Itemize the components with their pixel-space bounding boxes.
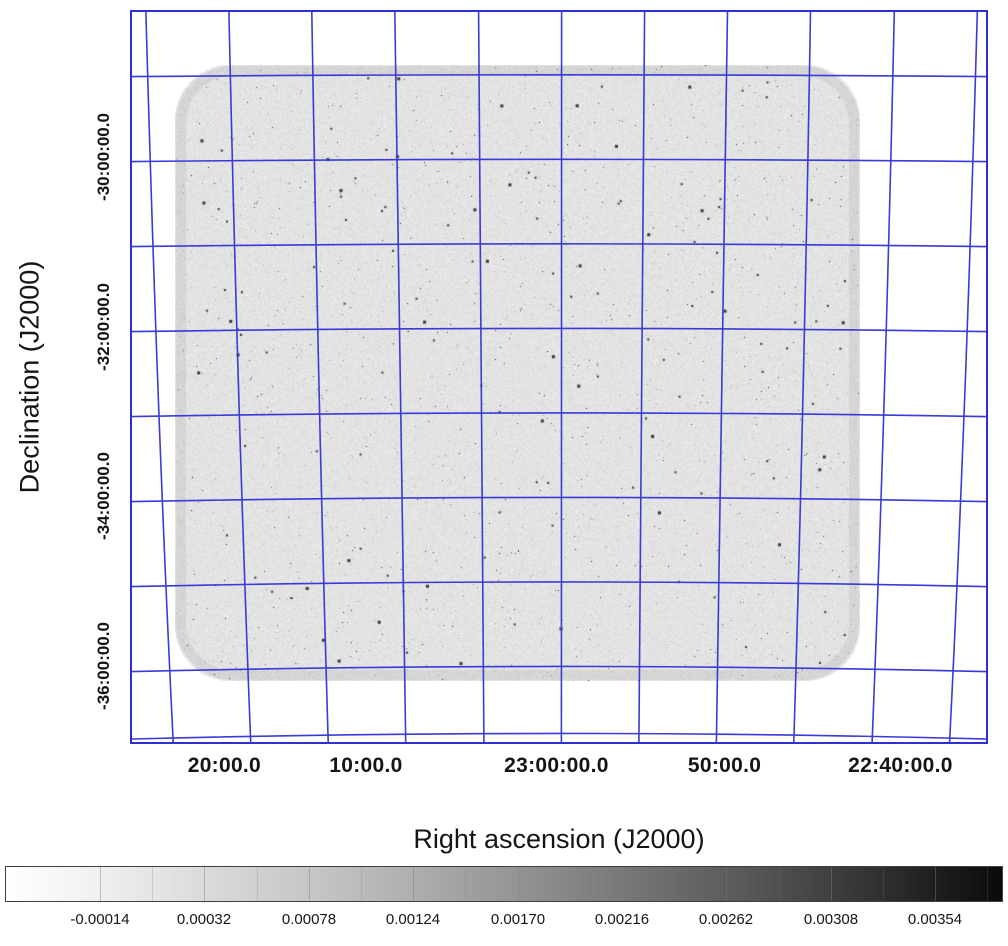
x-axis-tick-label: 23:00:00.0 <box>504 754 609 778</box>
x-axis-tick-label: 22:40:00.0 <box>848 754 953 778</box>
colorbar-tick-label: 0.00124 <box>386 911 440 928</box>
x-axis-tick-label: 50:00.0 <box>688 754 761 778</box>
plot-frame <box>130 10 988 744</box>
colorbar-minor-tick <box>361 867 362 901</box>
colorbar-tick <box>413 867 414 901</box>
y-axis-tick-label: -34:00:00.0 <box>94 452 114 540</box>
colorbar-minor-tick <box>465 867 466 901</box>
y-axis-title: Declination (J2000) <box>15 261 46 494</box>
colorbar-minor-tick <box>257 867 258 901</box>
colorbar-minor-tick <box>883 867 884 901</box>
colorbar-tick-label: 0.00078 <box>282 911 336 928</box>
colorbar-tick <box>204 867 205 901</box>
grid-meridian <box>146 12 173 742</box>
colorbar-minor-tick <box>779 867 780 901</box>
colorbar-tick <box>726 867 727 901</box>
colorbar-tick-label: 0.00170 <box>491 911 545 928</box>
y-axis-tick-label: -30:00:00.0 <box>94 113 114 201</box>
colorbar-tick-label: 0.00216 <box>595 911 649 928</box>
x-axis-tick-label: 10:00.0 <box>329 754 402 778</box>
colorbar-minor-tick <box>152 867 153 901</box>
grid-parallel <box>132 733 986 739</box>
colorbar <box>5 866 1003 902</box>
colorbar-tick-label: 0.00262 <box>699 911 753 928</box>
colorbar-tick <box>309 867 310 901</box>
colorbar-tick <box>831 867 832 901</box>
colorbar-tick-label: 0.00308 <box>804 911 858 928</box>
y-axis-tick-label: -36:00:00.0 <box>94 622 114 710</box>
colorbar-tick <box>100 867 101 901</box>
colorbar-tick-label: 0.00354 <box>908 911 962 928</box>
colorbar-tick-label: 0.00032 <box>177 911 231 928</box>
x-axis-title: Right ascension (J2000) <box>130 824 988 855</box>
colorbar-minor-tick <box>987 867 988 901</box>
grid-meridian <box>872 12 894 742</box>
colorbar-tick <box>622 867 623 901</box>
colorbar-tick <box>518 867 519 901</box>
colorbar-tick <box>935 867 936 901</box>
grid-meridian <box>950 12 978 742</box>
colorbar-tick-label: -0.00014 <box>70 911 129 928</box>
survey-image-region <box>175 65 860 681</box>
y-axis-tick-label: -32:00:00.0 <box>94 283 114 371</box>
x-axis-tick-label: 20:00.0 <box>188 754 261 778</box>
colorbar-minor-tick <box>674 867 675 901</box>
colorbar-minor-tick <box>570 867 571 901</box>
